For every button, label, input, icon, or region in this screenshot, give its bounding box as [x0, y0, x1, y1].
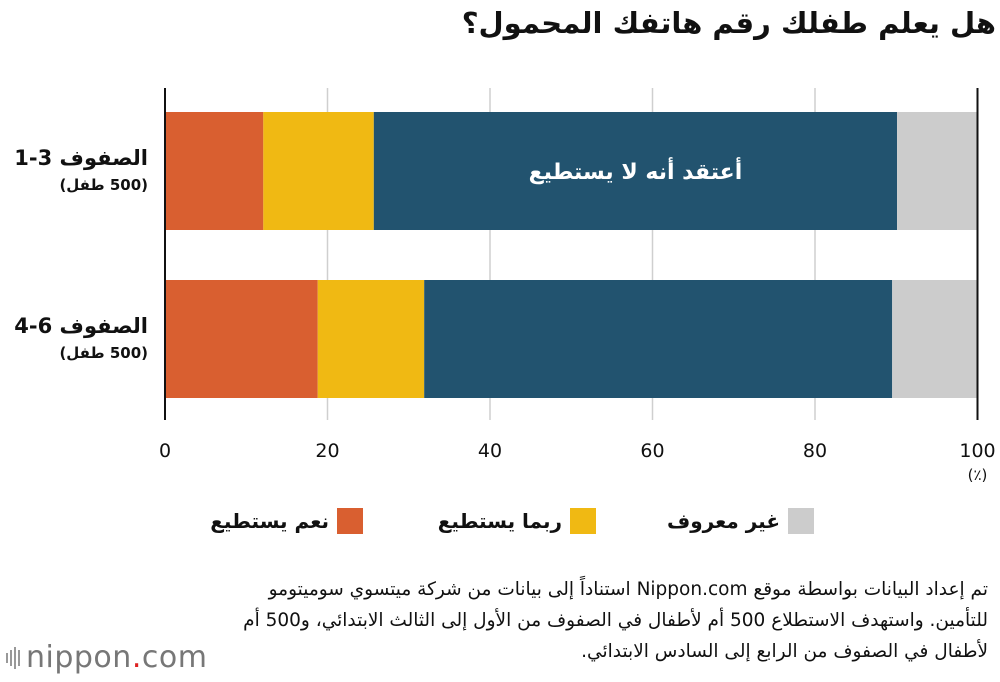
in-bar-label: أعتقد أنه لا يستطيع: [529, 156, 743, 185]
category-sublabel: (500 طفل): [59, 344, 148, 362]
nippon-logo: nippon.com: [6, 640, 207, 675]
source-note: تم إعداد البيانات بواسطة موقع Nippon.com…: [243, 579, 988, 662]
x-tick-label: 40: [478, 440, 502, 462]
bar-segment: [263, 112, 374, 230]
bar-chart: 0 20 40 60 80 100 أعتقد أنه لا يستطيع (٪): [159, 88, 996, 484]
category-label: الصفوف 6-4: [14, 314, 148, 338]
legend-item-unknown: غير معروف: [667, 508, 814, 534]
category-label: الصفوف 3-1: [14, 146, 148, 170]
bar-segment: [373, 112, 898, 230]
bar-segment: [165, 112, 264, 230]
legend-label: غير معروف: [666, 509, 780, 533]
legend-label: نعم يستطيع: [210, 509, 329, 533]
x-tick-label: 80: [803, 440, 827, 462]
x-unit-label: (٪): [968, 466, 988, 484]
x-tick-label: 60: [640, 440, 664, 462]
logo-bars-icon: [6, 646, 20, 669]
bar-segment: [892, 280, 978, 398]
chart-title: هل يعلم طفلك رقم هاتفك المحمول؟: [461, 6, 996, 40]
legend-item-yes: نعم يستطيع: [210, 508, 363, 534]
category-label-grades-4-6: الصفوف 6-4 (500 طفل): [14, 314, 148, 362]
x-tick-label: 20: [315, 440, 339, 462]
bar-segment: [897, 112, 978, 230]
x-tick-label: 0: [159, 440, 171, 462]
legend-item-maybe: ربما يستطيع: [438, 508, 596, 534]
legend-swatch: [570, 508, 596, 534]
bar-segment: [424, 280, 893, 398]
legend-swatch: [788, 508, 814, 534]
x-tick-label: 100: [959, 440, 995, 462]
bar-segment: [165, 280, 318, 398]
category-label-grades-1-3: الصفوف 3-1 (500 طفل): [14, 146, 148, 194]
bar-segment: [317, 280, 425, 398]
legend-label: ربما يستطيع: [437, 509, 562, 533]
legend-swatch: [337, 508, 363, 534]
category-sublabel: (500 طفل): [59, 176, 148, 194]
